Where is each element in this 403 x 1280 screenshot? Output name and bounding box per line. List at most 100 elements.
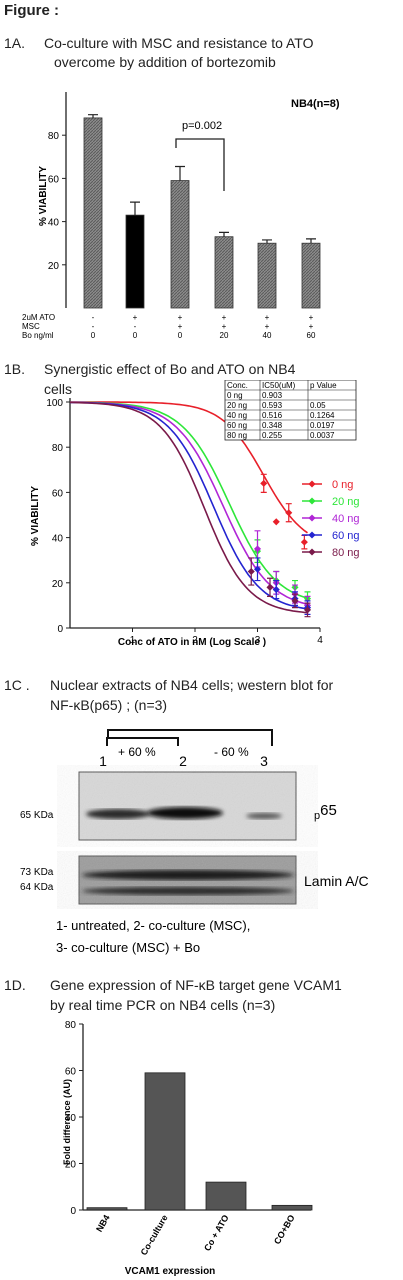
panel-1a-row-value: + [309, 322, 314, 331]
panel-1b-legend: 0 ng 20 ng 40 ng 60 ng 80 ng [302, 479, 360, 559]
panel-1d-y-tick-label: 0 [70, 1206, 76, 1217]
panel-1b-title-line1: Synergistic effect of Bo and ATO on NB4 [44, 361, 296, 377]
panel-1b-point [300, 538, 308, 546]
panel-1b-point [253, 565, 262, 573]
panel-1d-bar [144, 1072, 186, 1211]
panel-1b-legend-marker [308, 497, 316, 505]
panel-1d-bar [271, 1204, 313, 1211]
panel-1d-x-label: VCAM1 expression [125, 1266, 216, 1277]
panel-1b-curve [69, 401, 308, 614]
panel-1b-y-tick-label: 60 [52, 488, 64, 499]
blot-lane-numbers: 1 2 3 [99, 753, 268, 769]
panel-1b-point [272, 586, 280, 594]
panel-1b-title-line2: cells [44, 381, 73, 397]
panel-1b-table-cell: Conc. [227, 381, 248, 390]
panel-1a-y-tick-label: 20 [48, 261, 60, 272]
panel-1d-title-line2: by real time PCR on NB4 cells (n=3) [50, 997, 276, 1013]
panel-1a-chart: 20 40 60 80 % VIABILITY NB4(n=8) p=0.002 2u… [22, 92, 340, 340]
panel-1b-x-tick-label: 1 [130, 635, 136, 646]
panel-1a-row-value: - [134, 322, 137, 331]
panel-1c-title-line2: NF-κB(p65) ; (n=3) [50, 697, 168, 713]
panel-1b-point [285, 509, 293, 517]
panel-1d-bar [205, 1181, 247, 1211]
blot-bracket-up [106, 737, 179, 746]
panel-1a-title-line2: overcome by addition of bortezomib [54, 54, 276, 70]
blot-legend-line2: 3- co-culture (MSC) + Bo [56, 940, 200, 955]
panel-1d-chart: 0 20 40 60 80 NB4 Co-culture Co + ATO CO+BO Fol… [62, 1020, 313, 1277]
panel-1a-y-label: % VIABILITY [38, 166, 49, 226]
panel-1b-table-cell: 0.516 [262, 411, 283, 420]
panel-1b-point [247, 567, 255, 576]
panel-1b-axes: 0 20 40 60 80 100 1 2 3 4 [46, 398, 323, 646]
panel-1b-point [260, 479, 268, 487]
panel-1a-row-value: + [222, 322, 227, 331]
panel-1b-y-tick-label: 40 [52, 534, 64, 545]
panel-1b-legend-label: 80 ng [332, 547, 360, 559]
panel-1b-table-cell: 0.593 [262, 401, 283, 410]
blot-p65-band-lane2 [147, 807, 223, 819]
panel-1a-number: 1A. [4, 35, 26, 51]
blot-kda-65: 65 KDa [20, 810, 54, 821]
panel-1a-bar [214, 236, 234, 309]
blot-p65-band-lane1 [86, 809, 150, 819]
panel-1a-row-label: MSC [22, 322, 40, 331]
panel-1b-title: 1B. Synergistic effect of Bo and ATO on … [4, 360, 399, 400]
panel-1b-point [266, 583, 274, 591]
blot-label-p65: p65 [314, 802, 337, 822]
panel-1d-bars: NB4 Co-culture Co + ATO CO+BO [86, 1072, 313, 1257]
panel-1a-row-value: + [309, 313, 314, 322]
figure-title: Figure : [4, 2, 59, 19]
panel-1a-row-value: 0 [133, 331, 138, 340]
panel-1d-x-tick-label: NB4 [94, 1213, 112, 1234]
panel-1a-row-value: + [265, 322, 270, 331]
panel-1d-y-tick-label: 60 [65, 1067, 77, 1078]
blot-p65-band-lane3 [246, 813, 282, 819]
panel-1b-x-label: Conc of ATO in nM (Log Scale ) [118, 637, 266, 648]
panel-1a-y-tick-label: 40 [48, 218, 60, 229]
panel-1a-row-value: - [92, 322, 95, 331]
panel-1a-y-tick-label: 80 [48, 131, 60, 142]
blot-pct-up: + 60 % [118, 745, 156, 759]
panel-1b-table-cell: 80 ng [227, 431, 247, 440]
panel-1b-y-tick-label: 0 [57, 624, 63, 635]
blot-bracket-down [107, 729, 273, 746]
panel-1a-row-value: + [178, 313, 183, 322]
panel-1d-x-tick-label: Co-culture [139, 1213, 170, 1257]
panel-1b-legend-marker [308, 548, 316, 556]
panel-1b-y-tick-label: 100 [46, 398, 63, 409]
panel-1a-row-label: Bo ng/ml [22, 331, 54, 340]
panel-1a-title: 1A. Co-culture with MSC and resistance t… [4, 34, 399, 74]
panel-1a-p-value: p=0.002 [182, 120, 222, 132]
panel-1a-condition-table: 2uM ATO - + + + + +MSC - - + + + +Bo ng/ml 0 0 0 20 40 60 [22, 313, 316, 340]
panel-1b-point [291, 597, 299, 605]
panel-1b-table-cell: 0 ng [227, 391, 243, 400]
panel-1a-error-bar [219, 231, 229, 237]
blot-lane-number: 1 [99, 753, 107, 769]
panel-1b-legend-label: 40 ng [332, 513, 360, 525]
blot-lamin-band-upper [82, 870, 294, 880]
panel-1a-error-bar [88, 114, 98, 118]
panel-1d-title: 1D. Gene expression of NF-κB target gene… [4, 976, 399, 1016]
panel-1a-bar [170, 180, 190, 309]
panel-1a-row-value: 0 [91, 331, 96, 340]
panel-1a-error-bar [130, 201, 140, 216]
panel-1d-y-tick-label: 80 [65, 1020, 77, 1031]
panel-1b-table-cell: IC50(uM) [262, 381, 296, 390]
blot-lamin-band-lower [82, 887, 294, 895]
panel-1a-row-value: - [92, 313, 95, 322]
panel-1a-error-bar [175, 165, 185, 181]
panel-1b-y-tick-label: 20 [52, 579, 64, 590]
blot-kda-64: 64 KDa [20, 882, 54, 893]
panel-1c-title-line1: Nuclear extracts of NB4 cells; western b… [50, 677, 334, 693]
panel-1b-y-label: % VIABILITY [30, 486, 41, 546]
panel-1a-y-tick-label: 60 [48, 174, 60, 185]
panel-1b-x-tick-label: 2 [192, 635, 198, 646]
panel-1b-table-cell: 0.0037 [310, 431, 335, 440]
panel-1c-title: 1C . Nuclear extracts of NB4 cells; west… [4, 676, 399, 716]
panel-1b-legend-label: 0 ng [332, 479, 353, 491]
panel-1b-legend-marker [308, 531, 316, 539]
panel-1b-table-cell: 0.0197 [310, 421, 335, 430]
panel-1b-legend-marker [308, 514, 316, 522]
panel-1b-table-cell: 0.348 [262, 421, 283, 430]
panel-1b-curves [69, 401, 308, 614]
